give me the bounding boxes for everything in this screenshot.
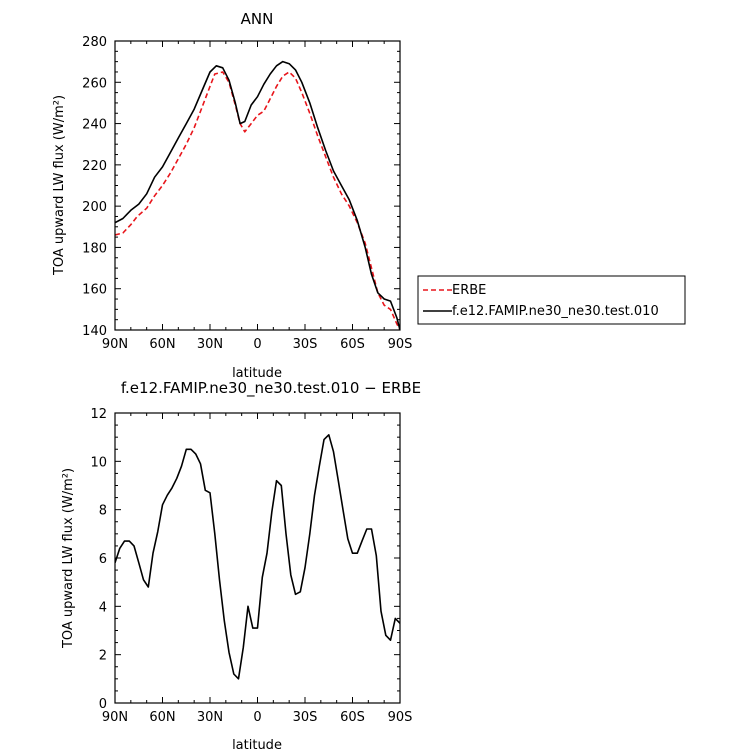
top-chart-title: ANN [241,10,274,28]
top-x-tick-label: 90N [102,337,128,352]
bottom-y-axis-label: TOA upward LW flux (W/m²) [61,468,76,649]
bottom-y-tick-label: 0 [99,697,107,712]
top-y-tick-label: 180 [82,241,107,256]
top-x-tick-label: 90S [388,337,413,352]
bottom-plot-frame [114,412,401,704]
bottom-x-tick-label: 30N [197,710,223,725]
bottom-panel: f.e12.FAMIP.ne30_ne30.test.010 − ERBE 90… [61,379,421,753]
top-x-tick-label: 60S [340,337,365,352]
bottom-x-tick-label: 90S [388,710,413,725]
top-y-tick-label: 140 [82,324,107,339]
top-y-tick-label: 220 [82,159,107,174]
legend-label-model: f.e12.FAMIP.ne30_ne30.test.010 [452,304,659,319]
top-plot-area: 90N 60N 30N 0 30S 60S 90S 140 160 180 200 220 240 260… [82,35,412,352]
top-plot-frame [114,40,401,331]
bottom-x-tick-label: 30S [293,710,318,725]
bottom-y-tick-label: 6 [99,552,107,567]
top-x-tick-label: 60N [149,337,175,352]
bottom-plot-area: 90N 60N 30N 0 30S 60S 90S 0 2 4 6 8 10 12 [90,407,413,725]
bottom-x-tick-label: 60S [340,710,365,725]
bottom-y-tick-label: 8 [99,504,107,519]
bottom-x-tick-label: 0 [253,710,261,725]
top-series-line-erbe [115,71,400,330]
top-y-tick-label: 260 [82,76,107,91]
top-panel: ANN 90N 60N 30N 0 30S 60S 90S 140 160 180 200 220 24… [52,10,412,381]
bottom-x-axis-label: latitude [232,738,282,753]
bottom-series-line-0 [115,434,400,680]
top-x-tick-label: 30S [293,337,318,352]
bottom-y-tick-label: 12 [90,407,107,422]
top-y-tick-label: 240 [82,118,107,133]
bottom-y-tick-label: 10 [90,455,107,470]
top-y-axis-label: TOA upward LW flux (W/m²) [52,95,67,276]
top-y-tick-label: 160 [82,283,107,298]
top-y-tick-label: 280 [82,35,107,50]
top-x-tick-label: 0 [253,337,261,352]
top-x-axis-label: latitude [232,366,282,381]
bottom-x-tick-label: 60N [149,710,175,725]
legend: ERBE f.e12.FAMIP.ne30_ne30.test.010 [417,275,686,325]
bottom-y-tick-label: 2 [99,649,107,664]
top-series-line-f-e12-famip-ne30-ne30-test-010 [115,60,400,330]
legend-label-erbe: ERBE [452,283,486,298]
bottom-chart-title: f.e12.FAMIP.ne30_ne30.test.010 − ERBE [121,379,421,398]
bottom-x-tick-label: 90N [102,710,128,725]
bottom-y-tick-label: 4 [99,600,107,615]
top-x-tick-label: 30N [197,337,223,352]
legend-box [417,275,686,325]
top-y-tick-label: 200 [82,200,107,215]
